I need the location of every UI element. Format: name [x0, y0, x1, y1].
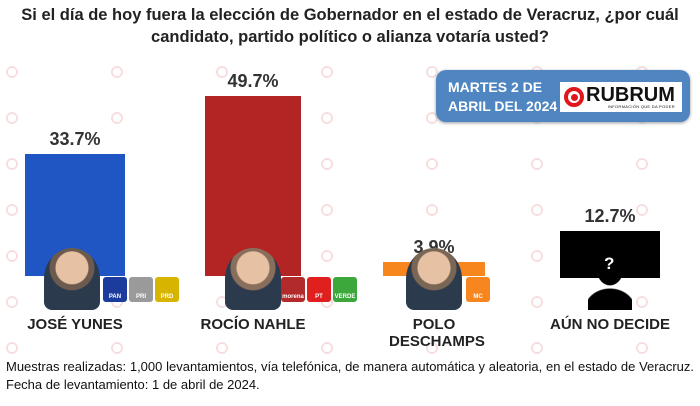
party-logo-verde: VERDE — [333, 277, 357, 302]
party-logo-morena: morena — [281, 277, 305, 302]
party-logo-prd: PRD — [155, 277, 179, 302]
date-line1: MARTES 2 DE — [448, 79, 543, 95]
question-mark-icon: ? — [604, 254, 615, 273]
footer-note: Muestras realizadas: 1,000 levantamiento… — [6, 359, 694, 392]
value-label: 12.7% — [584, 206, 636, 226]
logo-ring-icon — [564, 87, 584, 107]
chart-title: Si el día de hoy fuera la elección de Go… — [21, 6, 679, 46]
value-label: 33.7% — [49, 128, 101, 149]
rubrum-logo: RUBRUM INFORMACIÓN QUE DA PODER — [560, 82, 682, 112]
logo-name: RUBRUM — [586, 83, 675, 106]
logo-tagline: INFORMACIÓN QUE DA PODER — [607, 103, 675, 109]
candidate-name: POLO DESCHAMPS — [389, 316, 485, 350]
party-logo-pan: PAN — [103, 277, 127, 302]
date-line2: ABRIL DEL 2024 — [448, 98, 558, 114]
candidate-photo — [225, 248, 281, 310]
unknown-silhouette-icon — [588, 248, 632, 310]
bar-2 — [205, 96, 301, 276]
candidate-photo — [406, 248, 462, 310]
candidate-name: JOSÉ YUNES — [27, 316, 123, 333]
date-box: MARTES 2 DE ABRIL DEL 2024 RUBRUM INFORMAC… — [436, 70, 690, 122]
candidate-name: AÚN NO DECIDE — [549, 316, 670, 333]
candidate-photo — [44, 248, 100, 310]
candidate-name: ROCÍO NAHLE — [200, 316, 306, 333]
party-logo-mc: MC — [466, 277, 490, 302]
value-label: 49.7% — [227, 71, 279, 91]
date-text: MARTES 2 DE ABRIL DEL 2024 — [448, 78, 557, 116]
party-logo-pt: PT — [307, 277, 331, 302]
party-logo-pri: PRI — [129, 277, 153, 302]
